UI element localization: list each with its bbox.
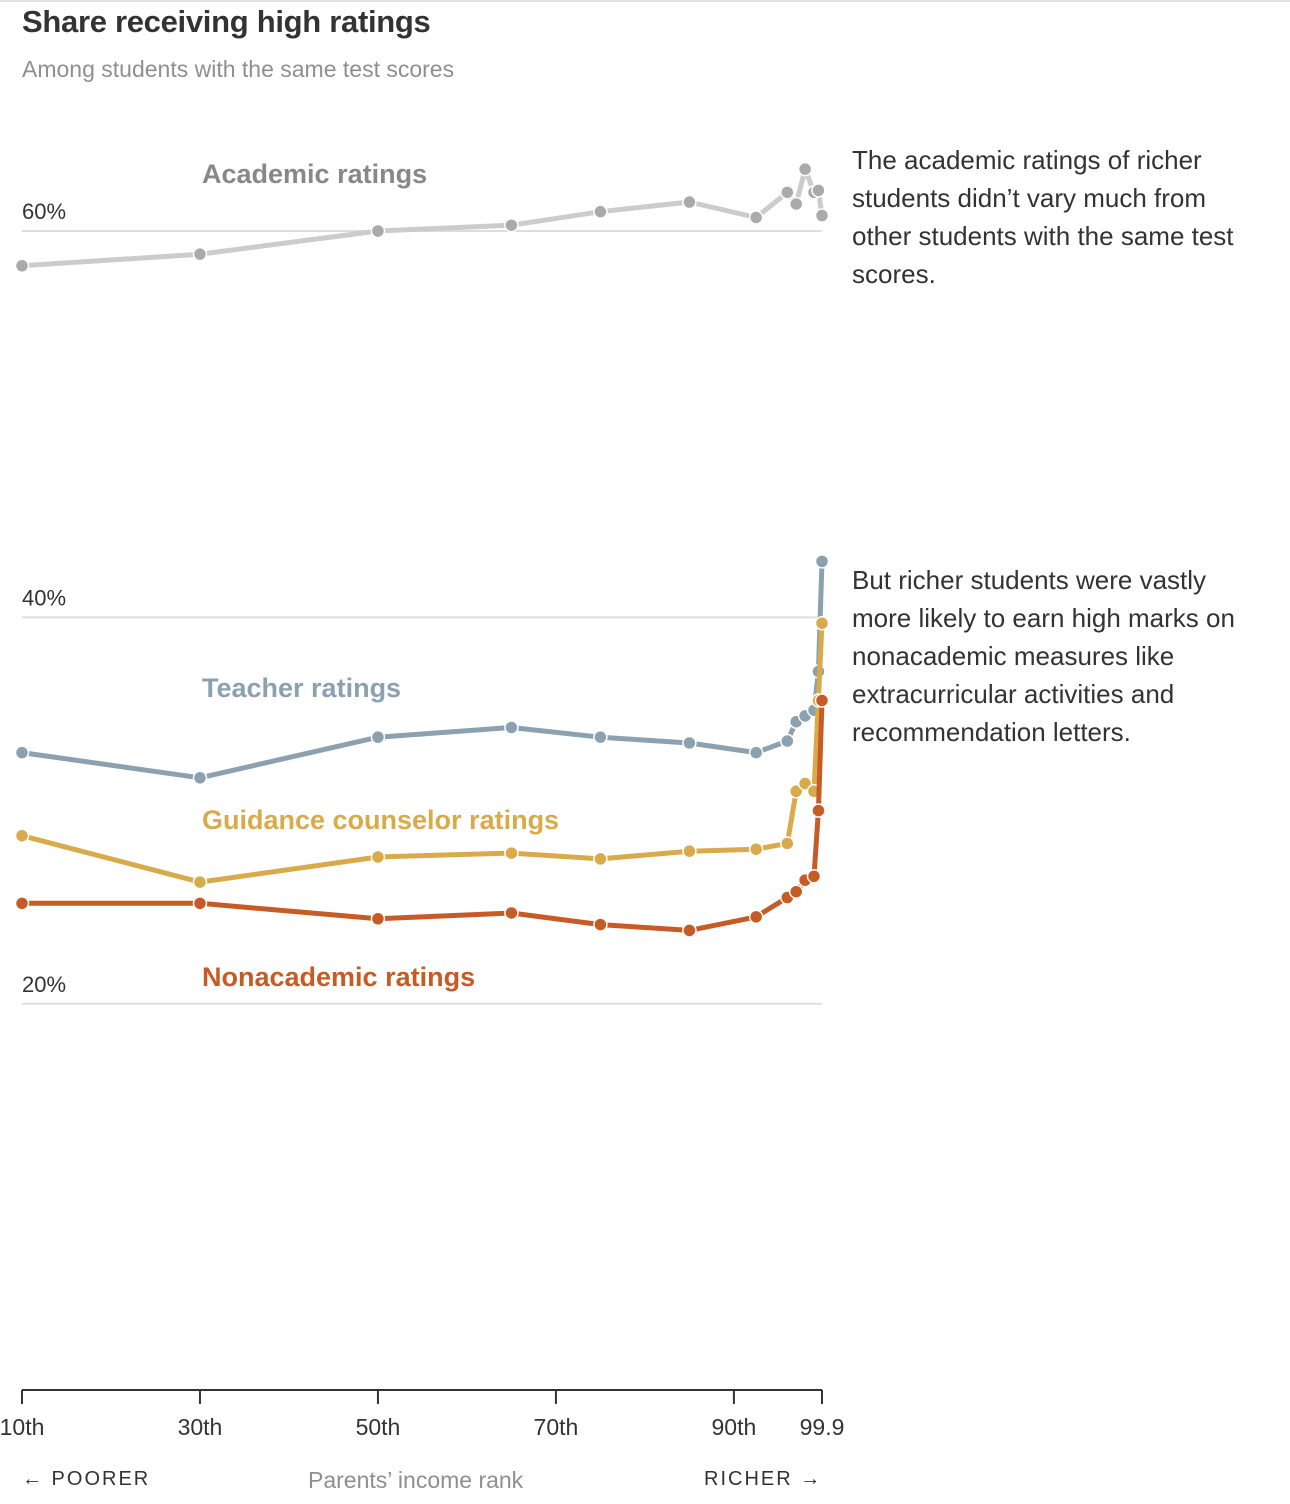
annotation-nonacademic: But richer students were vastly more lik… <box>852 565 1235 747</box>
top-rule <box>0 0 1290 2</box>
data-point <box>14 258 30 274</box>
data-point <box>797 161 813 177</box>
gridlines: 60% 40% 20% <box>22 199 822 1005</box>
data-point <box>682 194 697 210</box>
data-point <box>593 917 608 932</box>
x-axis-title: Parents’ income rank <box>308 1467 524 1493</box>
chart-title: Share receiving high ratings <box>22 4 431 39</box>
series-0 <box>14 161 830 274</box>
data-point <box>504 720 519 735</box>
data-point <box>748 841 764 857</box>
data-point <box>14 896 30 911</box>
poorer-label: ← POORER <box>22 1468 151 1490</box>
data-point <box>504 905 519 921</box>
series-1 <box>14 554 830 786</box>
data-point <box>192 246 208 262</box>
data-point <box>593 851 608 867</box>
data-point <box>814 693 830 708</box>
data-point <box>192 874 208 890</box>
data-point <box>504 217 519 233</box>
y-tick-label: 60% <box>22 199 66 224</box>
series-2 <box>14 615 830 890</box>
series-label: Nonacademic ratings <box>202 962 475 992</box>
data-point <box>814 554 830 569</box>
data-point <box>370 849 386 865</box>
data-point <box>682 843 697 859</box>
chart-subtitle: Among students with the same test scores <box>22 56 455 82</box>
series-label: Academic ratings <box>202 159 427 189</box>
x-tick-label: 70th <box>534 1414 579 1440</box>
series-label: Teacher ratings <box>202 673 401 703</box>
series-line <box>19 620 825 885</box>
data-point <box>192 896 208 911</box>
data-point <box>593 729 608 745</box>
data-point <box>192 770 208 786</box>
data-point <box>780 185 795 200</box>
y-tick-label: 20% <box>22 972 66 997</box>
x-tick-label: 30th <box>178 1414 223 1440</box>
x-tick-label: 10th <box>0 1414 44 1440</box>
data-point <box>748 909 764 925</box>
x-tick-label: 99.9 <box>800 1414 845 1440</box>
data-point <box>370 911 386 927</box>
x-tick-label: 90th <box>712 1414 757 1440</box>
data-point <box>682 735 697 751</box>
x-tick-label: 50th <box>356 1414 401 1440</box>
series-labels: Academic ratings Teacher ratings Guidance … <box>202 159 559 992</box>
data-point <box>748 210 764 225</box>
data-point <box>811 803 826 818</box>
data-point <box>14 828 30 843</box>
data-point <box>504 845 519 861</box>
data-point <box>780 733 795 749</box>
series-label: Guidance counselor ratings <box>202 805 559 835</box>
data-point <box>788 196 804 212</box>
data-point <box>370 729 386 745</box>
data-point <box>814 208 830 223</box>
series-lines <box>14 161 830 938</box>
series-3 <box>14 693 830 938</box>
data-point <box>780 836 795 851</box>
data-point <box>806 869 822 884</box>
data-point <box>788 884 804 899</box>
data-point <box>14 745 30 760</box>
x-axis: 10th 30th 50th 70th 90th 99.9 <box>0 1389 845 1440</box>
data-point <box>370 223 386 239</box>
richer-label: RICHER → <box>704 1468 823 1490</box>
data-point <box>811 183 826 198</box>
y-tick-label: 40% <box>22 585 66 610</box>
series-line <box>19 558 825 781</box>
annotation-academic: The academic ratings of richer students … <box>852 145 1234 289</box>
data-point <box>814 615 830 631</box>
data-point <box>748 745 764 760</box>
data-point <box>593 204 608 219</box>
data-point <box>682 923 697 938</box>
